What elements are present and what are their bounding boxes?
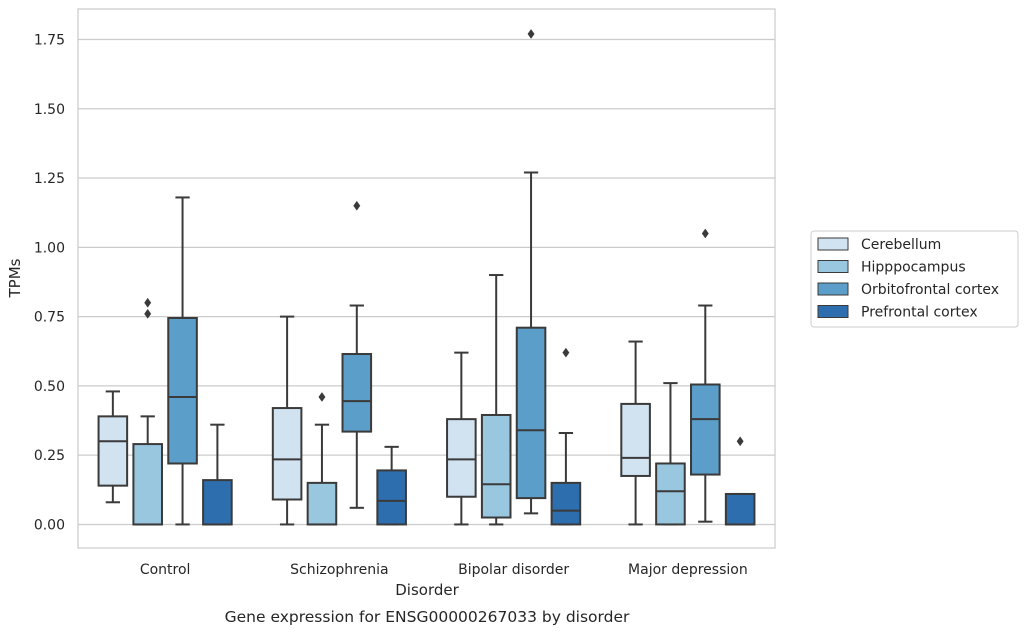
box-cerebellum (97, 390, 129, 504)
box-cerebellum (271, 315, 303, 526)
box-body (655, 462, 686, 526)
x-tick-label: Bipolar disorder (458, 562, 569, 578)
y-axis-label: TPMs (6, 258, 24, 298)
outlier-point (562, 347, 570, 358)
boxes (97, 29, 756, 526)
box-hipppocampus (306, 392, 338, 526)
outlier-point (144, 308, 152, 319)
y-tick-label: 0.50 (34, 379, 65, 395)
y-tick-label: 1.00 (34, 240, 65, 256)
y-tick-label: 1.25 (34, 171, 65, 187)
box-body (376, 469, 407, 526)
x-tick-label: Control (140, 562, 191, 578)
box-hipppocampus (655, 382, 686, 526)
chart-title: Gene expression for ENSG00000267033 by d… (225, 608, 630, 626)
box-body (202, 479, 233, 526)
box-body (306, 481, 338, 526)
x-tick-labels: Control Schizophrenia Bipolar disorder Majo… (140, 562, 748, 578)
legend-label: Cerebellum (861, 237, 941, 253)
box-body (97, 415, 129, 487)
x-tick-label: Major depression (628, 562, 748, 578)
box-body (690, 383, 721, 476)
box-body (271, 407, 303, 501)
box-body (724, 492, 756, 526)
box-body (550, 481, 582, 526)
box-orbitofrontal-cortex (690, 228, 721, 523)
x-tick-label: Schizophrenia (290, 562, 388, 578)
legend-label: Prefrontal cortex (861, 305, 978, 321)
box-body (480, 413, 512, 519)
outlier-point (527, 29, 535, 39)
box-hipppocampus (480, 274, 512, 526)
box-orbitofrontal-cortex (515, 29, 547, 515)
box-hipppocampus (132, 297, 163, 526)
y-tick-label: 0.25 (34, 448, 65, 464)
box-prefrontal-cortex (550, 347, 582, 526)
outlier-point (353, 200, 361, 211)
y-tick-label: 0.75 (34, 310, 65, 326)
outlier-point (318, 392, 326, 402)
y-tick-label: 0.00 (34, 517, 65, 533)
box-body (341, 353, 373, 433)
y-tick-label: 1.50 (34, 102, 65, 118)
legend-swatch (817, 282, 849, 296)
box-orbitofrontal-cortex (341, 200, 373, 509)
box-body (132, 443, 163, 526)
box-body (620, 402, 651, 477)
plot-frame (77, 8, 776, 549)
legend-frame (810, 230, 1019, 328)
y-tick-labels: 0.00 0.25 0.50 0.75 1.00 1.25 1.50 1.75 (34, 32, 65, 533)
y-tick-label: 1.75 (34, 32, 65, 48)
box-body (515, 326, 547, 500)
box-body (167, 316, 198, 465)
box-prefrontal-cortex (376, 445, 407, 526)
legend-swatch (817, 237, 849, 251)
legend-swatch (817, 305, 849, 318)
legend-label: Orbitofrontal cortex (861, 282, 999, 298)
x-axis-label: Disorder (395, 581, 459, 599)
outlier-point (701, 228, 709, 239)
box-body (446, 418, 477, 498)
box-cerebellum (446, 351, 477, 526)
legend-label: Hipppocampus (861, 260, 966, 276)
outlier-point (736, 436, 744, 447)
box-prefrontal-cortex (202, 423, 233, 526)
legend: Cerebellum Hipppocampus Orbitofrontal cort… (810, 230, 1019, 328)
box-orbitofrontal-cortex (167, 196, 198, 526)
legend-swatch (817, 260, 849, 273)
box-cerebellum (620, 340, 651, 526)
box-prefrontal-cortex (724, 436, 756, 526)
outlier-point (144, 297, 152, 308)
